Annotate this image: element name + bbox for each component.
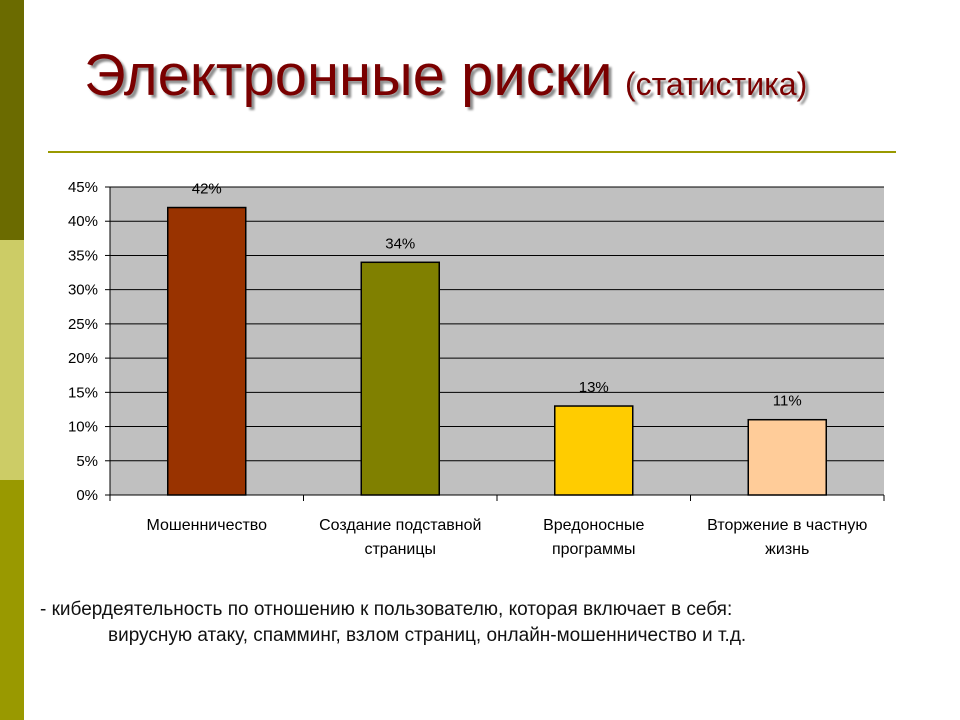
caption-line-2: вирусную атаку, спамминг, взлом страниц,… — [108, 625, 747, 646]
caption-line-1: - кибердеятельность по отношению к польз… — [40, 599, 733, 620]
category-label: Мошенничество — [146, 517, 267, 534]
category-label: жизнь — [765, 541, 809, 558]
bar-chart: 0% 5% 10% 15% 20% 25% 30% 35% 40% 45% 42% Мошенниче… — [68, 179, 885, 558]
y-tick-label: 25% — [68, 316, 98, 333]
data-label: 34% — [385, 235, 415, 252]
accent-strip-bottom — [0, 480, 24, 720]
slide-title: Электронные риски (статистика) — [84, 42, 944, 109]
category-label: Вредоносные — [543, 517, 644, 534]
y-tick-label: 20% — [68, 350, 98, 367]
title-divider — [48, 151, 896, 153]
slide-caption: - кибердеятельность по отношению к польз… — [40, 597, 920, 649]
bar — [554, 405, 634, 496]
slide-title-suffix: (статистика) — [624, 66, 808, 102]
y-tick-label: 40% — [68, 213, 98, 230]
y-tick-label: 15% — [68, 384, 98, 401]
bar — [360, 261, 440, 496]
category-label: страницы — [364, 541, 436, 558]
y-tick-label: 5% — [76, 453, 98, 470]
y-tick-label: 10% — [68, 419, 98, 436]
bar — [167, 206, 247, 496]
y-tick-label: 35% — [68, 247, 98, 264]
category-label: программы — [552, 541, 636, 558]
y-tick-label: 45% — [68, 179, 98, 196]
y-tick-label: 30% — [68, 282, 98, 299]
data-label: 13% — [579, 379, 609, 396]
category-label: Создание подставной — [319, 517, 481, 534]
accent-strip-middle — [0, 240, 24, 480]
category-label: Вторжение в частную — [707, 517, 867, 534]
data-label: 42% — [192, 181, 222, 198]
data-label: 11% — [773, 393, 802, 410]
slide-title-main: Электронные риски — [84, 43, 613, 108]
y-tick-label: 0% — [76, 487, 98, 504]
accent-strip-top — [0, 0, 24, 240]
bar — [747, 418, 827, 496]
